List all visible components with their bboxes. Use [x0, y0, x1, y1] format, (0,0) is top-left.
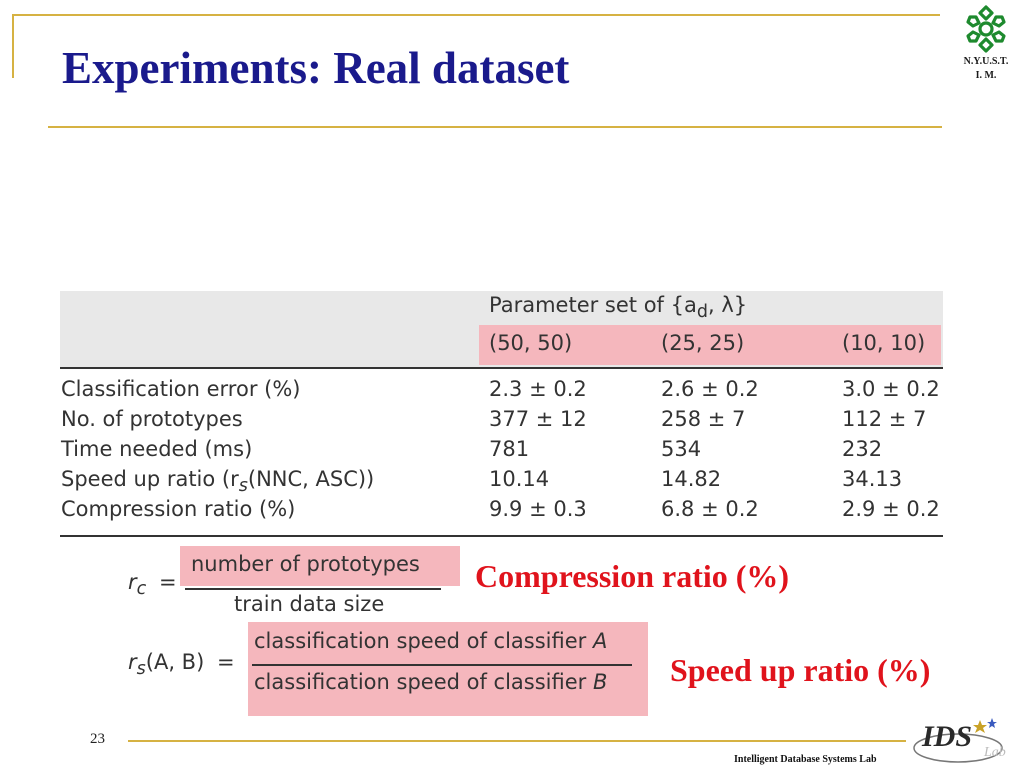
table-cell: 2.6 ± 0.2 [661, 377, 759, 401]
compression-denominator: train data size [234, 592, 385, 616]
green-snowflake-emblem-icon [966, 5, 1006, 53]
table-cell: 781 [489, 437, 530, 461]
svg-text:Lab: Lab [983, 745, 1006, 760]
compression-ratio-symbol: rc = [128, 570, 177, 600]
table-cell: 2.3 ± 0.2 [489, 377, 587, 401]
table-header: Parameter set of {ad, λ} (50, 50) (25, 2… [60, 291, 943, 367]
fraction-bar [252, 664, 632, 666]
footer-lab-name: Intelligent Database Systems Lab [734, 754, 877, 765]
slide-title: Experiments: Real dataset [62, 43, 570, 93]
column-highlight [479, 325, 941, 365]
numerator-highlight [180, 546, 460, 586]
column-header: (50, 50) [489, 331, 573, 355]
table-cell: 3.0 ± 0.2 [842, 377, 940, 401]
row-label: Time needed (ms) [61, 437, 253, 461]
row-label: Compression ratio (%) [61, 497, 296, 521]
row-label: Speed up ratio (rs(NNC, ASC)) [61, 467, 375, 497]
table-body: Classification error (%) 2.3 ± 0.2 2.6 ±… [60, 367, 943, 535]
logo-line-1: N.Y.U.S.T. [963, 56, 1009, 67]
table-cell: 377 ± 12 [489, 407, 587, 431]
row-label: Classification error (%) [61, 377, 301, 401]
table-cell: 9.9 ± 0.3 [489, 497, 587, 521]
ids-lab-logo: IDS Lab [908, 712, 1018, 773]
left-frame-line [12, 14, 14, 78]
title-divider [48, 126, 942, 128]
table-cell: 232 [842, 437, 883, 461]
fraction-highlight [248, 622, 648, 716]
results-table: Parameter set of {ad, λ} (50, 50) (25, 2… [60, 291, 943, 537]
column-header: (25, 25) [661, 331, 745, 355]
fraction-bar [185, 588, 441, 590]
table-cell: 14.82 [661, 467, 722, 491]
table-cell: 2.9 ± 0.2 [842, 497, 940, 521]
speedup-ratio-symbol: rs(A, B) = [128, 650, 235, 680]
speedup-ratio-caption: Speed up ratio (%) [670, 652, 931, 688]
table-row: Compression ratio (%) 9.9 ± 0.3 6.8 ± 0.… [60, 497, 943, 527]
table-cell: 534 [661, 437, 702, 461]
bottom-rule [60, 535, 943, 537]
logo-line-2: I. M. [975, 70, 997, 81]
table-row: Classification error (%) 2.3 ± 0.2 2.6 ±… [60, 377, 943, 407]
column-header: (10, 10) [842, 331, 926, 355]
table-cell: 6.8 ± 0.2 [661, 497, 759, 521]
row-label: No. of prototypes [61, 407, 243, 431]
page-number: 23 [90, 731, 105, 747]
table-cell: 258 ± 7 [661, 407, 746, 431]
table-row: Speed up ratio (rs(NNC, ASC)) 10.14 14.8… [60, 467, 943, 497]
table-cell: 10.14 [489, 467, 550, 491]
compression-numerator: number of prototypes [191, 552, 420, 576]
footer-divider [128, 740, 906, 742]
speedup-denominator: classification speed of classifier B [254, 670, 608, 694]
compression-ratio-caption: Compression ratio (%) [475, 558, 790, 594]
header-rule [60, 367, 943, 369]
nyust-logo: N.Y.U.S.T. I. M. [950, 4, 1022, 82]
ids-lab-logo-icon: IDS Lab [913, 718, 1006, 763]
svg-text:IDS: IDS [921, 720, 972, 753]
table-row: Time needed (ms) 781 534 232 [60, 437, 943, 467]
table-row: No. of prototypes 377 ± 12 258 ± 7 112 ±… [60, 407, 943, 437]
table-cell: 112 ± 7 [842, 407, 927, 431]
top-frame-line [12, 14, 940, 16]
table-cell: 34.13 [842, 467, 903, 491]
param-set-header: Parameter set of {ad, λ} [489, 293, 748, 323]
speedup-numerator: classification speed of classifier A [254, 629, 608, 653]
